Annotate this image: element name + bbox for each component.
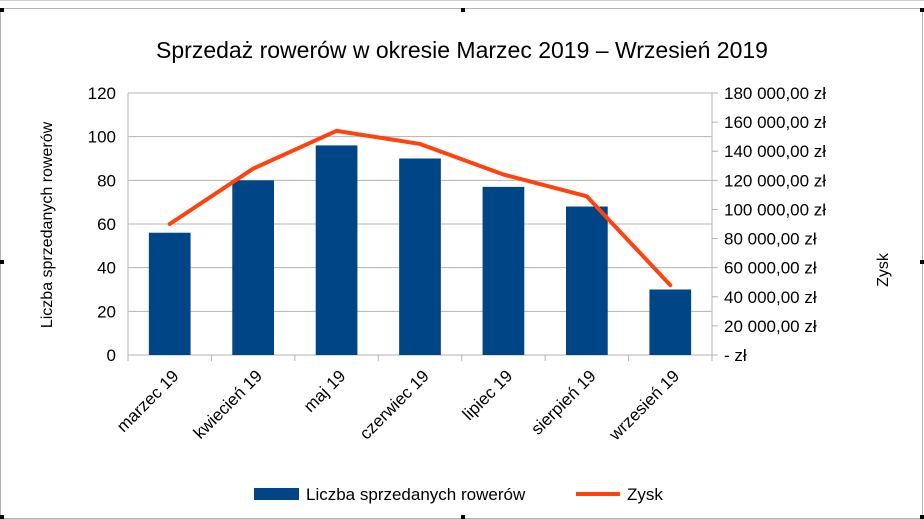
legend-label-bars: Liczba sprzedanych rowerów [306, 485, 526, 504]
right-tick-label: 20 000,00 zł [724, 317, 817, 336]
right-tick-label: 140 000,00 zł [724, 142, 826, 161]
bar [566, 206, 608, 355]
selection-handle [920, 515, 924, 519]
left-tick-label: 100 [88, 128, 116, 147]
right-tick-label: 180 000,00 zł [724, 84, 826, 103]
left-tick-label: 40 [97, 259, 116, 278]
right-tick-label: 60 000,00 zł [724, 259, 817, 278]
right-axis-ticks: - zł 20 000,00 zł 40 000,00 zł 60 000,00 zł… [724, 84, 826, 365]
selection-handle [461, 515, 465, 519]
right-axis-title: Zysk [875, 252, 892, 287]
left-axis-ticks: 0 20 40 60 80 100 120 [88, 84, 116, 365]
left-tick-label: 60 [97, 215, 116, 234]
line-series [167, 128, 673, 288]
legend-label-line: Zysk [627, 485, 663, 504]
left-tick-label: 0 [107, 346, 116, 365]
selection-handle [920, 260, 924, 264]
left-tick-label: 120 [88, 84, 116, 103]
selection-handle [461, 8, 465, 12]
selection-handle [0, 8, 4, 12]
bar [148, 232, 191, 355]
legend: Liczba sprzedanych rowerów Zysk [254, 485, 663, 504]
selection-handle [0, 260, 4, 264]
bar [315, 145, 358, 355]
bar [399, 158, 441, 355]
left-axis-title: Liczba sprzedanych rowerów [39, 121, 56, 328]
left-tick-label: 80 [97, 171, 116, 190]
right-tick-label: 80 000,00 zł [724, 230, 817, 249]
selection-handle [0, 515, 4, 519]
legend-swatch-bars [254, 488, 299, 500]
right-tick-label: 100 000,00 zł [724, 200, 826, 219]
bar [482, 186, 525, 355]
bar [232, 180, 274, 355]
bar [649, 289, 692, 355]
selection-handles [0, 8, 924, 519]
right-tick-label: - zł [724, 346, 747, 365]
right-tick-label: 160 000,00 zł [724, 113, 826, 132]
bar-series [148, 145, 692, 355]
right-tick-label: 40 000,00 zł [724, 288, 817, 307]
chart-title: Sprzedaż rowerów w okresie Marzec 2019 –… [156, 37, 768, 63]
left-tick-label: 20 [97, 302, 116, 321]
right-tick-label: 120 000,00 zł [724, 171, 826, 190]
selection-handle [920, 8, 924, 12]
